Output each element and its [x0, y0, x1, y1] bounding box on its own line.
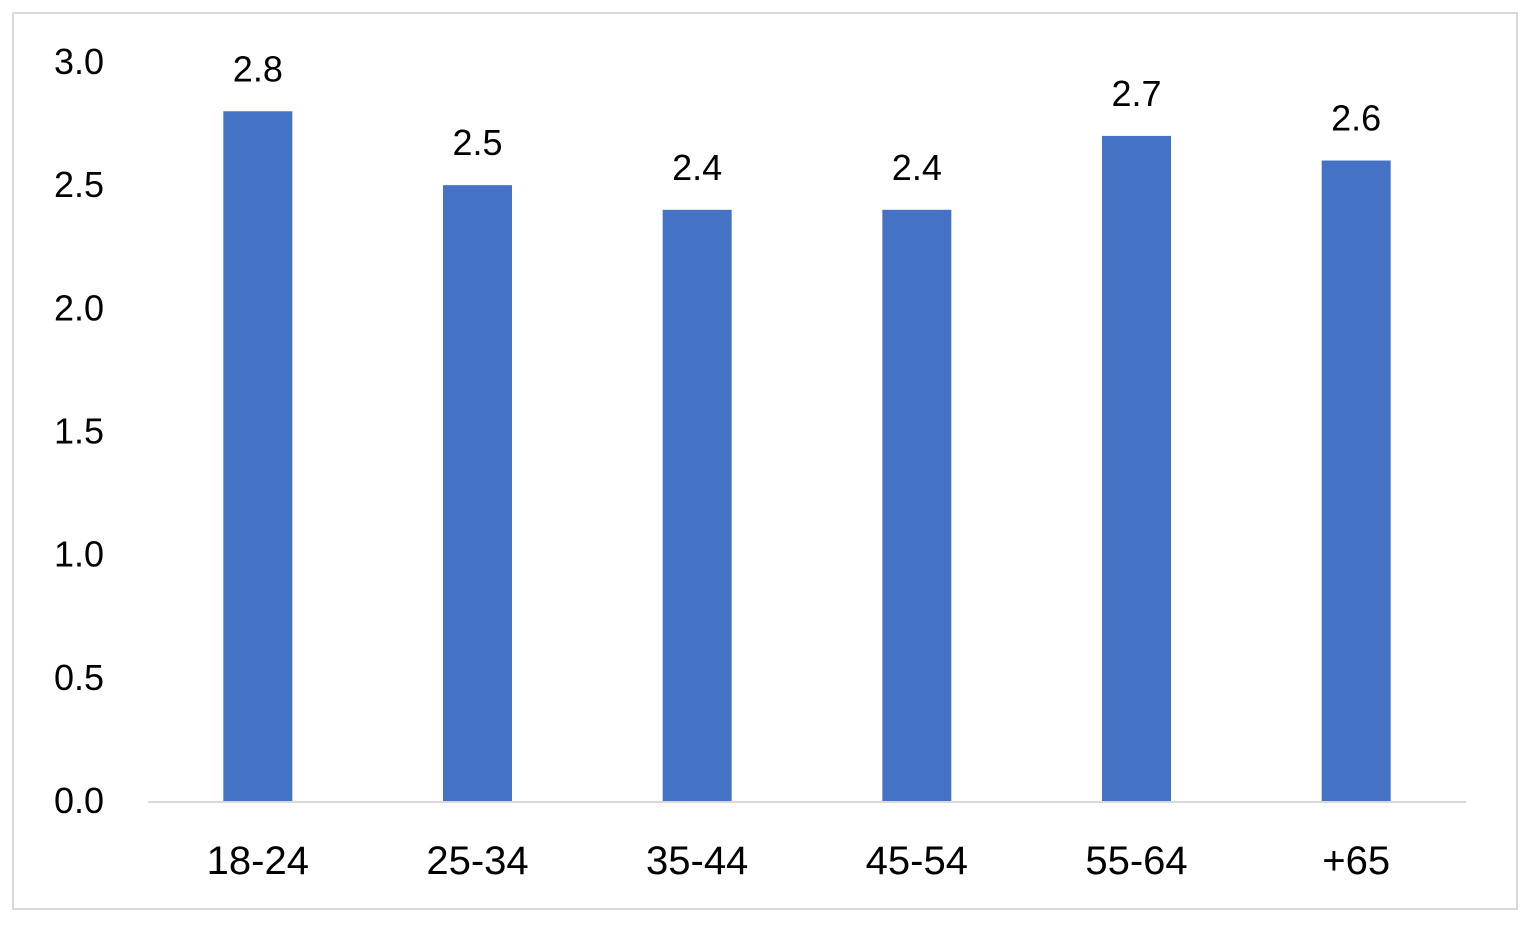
bar-18-24	[223, 111, 293, 802]
bar-25-34	[443, 185, 512, 801]
bar-55-64	[1102, 135, 1171, 801]
x-tick-label: 55-64	[1085, 839, 1187, 883]
y-tick-label: 3.0	[54, 41, 104, 82]
data-label: 2.8	[233, 48, 283, 89]
x-tick-label: 45-54	[866, 839, 968, 883]
x-tick-label: 35-44	[646, 839, 748, 883]
bar-35-44	[662, 209, 732, 802]
y-axis-ticks: 0.0 0.5 1.0 1.5 2.0 2.5 3.0	[54, 41, 104, 821]
y-tick-label: 2.5	[54, 164, 104, 205]
data-label: 2.4	[892, 147, 942, 188]
bar-45-54	[882, 209, 952, 802]
data-label: 2.5	[452, 122, 502, 163]
y-tick-label: 1.0	[54, 534, 104, 575]
y-tick-label: 2.0	[54, 287, 104, 328]
y-tick-label: 0.5	[54, 657, 104, 698]
data-label: 2.7	[1111, 73, 1161, 114]
data-label: 2.6	[1331, 98, 1381, 139]
y-tick-label: 1.5	[54, 411, 104, 452]
bars	[223, 111, 1391, 802]
y-tick-label: 0.0	[54, 780, 104, 821]
x-tick-label: +65	[1322, 839, 1390, 883]
bar-+65	[1321, 160, 1391, 802]
data-labels: 2.8 2.5 2.4 2.4 2.7 2.6	[233, 48, 1381, 188]
x-tick-label: 25-34	[426, 839, 528, 883]
x-axis-labels: 18-24 25-34 35-44 45-54 55-64 +65	[207, 839, 1390, 883]
x-tick-label: 18-24	[207, 839, 309, 883]
data-label: 2.4	[672, 147, 722, 188]
